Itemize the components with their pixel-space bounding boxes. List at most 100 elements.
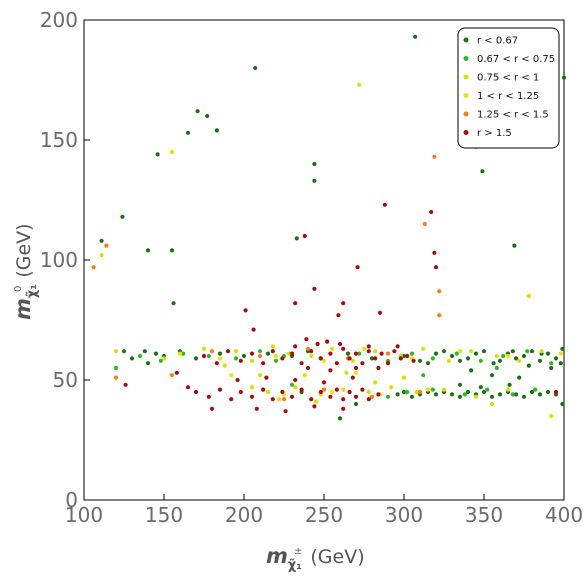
data-point: [341, 406, 346, 411]
data-point: [257, 373, 263, 378]
data-point: [233, 349, 239, 354]
data-point: [302, 373, 307, 378]
y-axis-title-sub: χ̃₁: [25, 284, 40, 298]
legend: r < 0.67 0.67 < r < 0.75 0.75 < r < 1 1 < r…: [457, 27, 560, 149]
data-point: [177, 351, 183, 356]
data-point: [355, 265, 360, 270]
data-point: [545, 351, 551, 356]
data-point: [485, 387, 490, 392]
data-point: [361, 346, 367, 351]
data-point: [336, 313, 341, 318]
data-point: [549, 413, 554, 419]
data-point: [225, 349, 231, 354]
data-point: [238, 389, 243, 395]
data-point: [457, 394, 463, 399]
data-point: [360, 387, 365, 392]
data-point: [353, 370, 359, 375]
data-point: [185, 130, 191, 135]
data-point: [473, 394, 479, 399]
x-tick-label: 400: [545, 503, 583, 527]
data-point: [229, 373, 234, 378]
data-point: [222, 363, 227, 368]
data-point: [209, 406, 215, 411]
x-tick-label: 350: [465, 503, 503, 527]
data-point: [214, 361, 219, 366]
data-point: [277, 397, 282, 402]
data-point: [553, 356, 559, 361]
data-point: [521, 353, 527, 359]
data-point: [385, 394, 391, 399]
data-point: [270, 397, 275, 402]
data-point: [305, 346, 311, 351]
data-point: [169, 149, 175, 155]
data-point: [353, 365, 359, 371]
data-point: [480, 169, 485, 174]
data-point: [457, 349, 463, 354]
svg-text:mχ̃₁±(GeV): mχ̃₁± (GeV): [266, 544, 365, 573]
data-point: [299, 361, 304, 366]
legend-swatch: [463, 130, 469, 135]
data-point: [347, 356, 352, 361]
data-point: [491, 361, 496, 366]
data-point: [414, 389, 419, 395]
data-point: [229, 397, 234, 402]
data-point: [142, 349, 147, 354]
data-point: [309, 353, 314, 359]
data-point: [421, 346, 426, 351]
data-point: [341, 346, 346, 351]
data-point: [99, 253, 104, 258]
data-point: [337, 416, 343, 421]
data-point: [513, 356, 519, 361]
data-point: [195, 109, 200, 114]
data-point: [206, 353, 211, 359]
data-point: [517, 358, 522, 363]
data-point: [91, 265, 96, 270]
data-point: [205, 113, 210, 119]
data-point: [437, 313, 442, 318]
x-axis-title-unit: (GeV): [310, 546, 364, 568]
data-point: [344, 370, 349, 375]
data-point: [293, 344, 298, 349]
data-point: [401, 389, 407, 395]
data-point: [379, 351, 384, 356]
data-point: [454, 351, 459, 356]
data-point: [113, 365, 119, 371]
data-point: [489, 373, 495, 378]
y-tick-label: 100: [40, 248, 78, 272]
data-point: [104, 243, 109, 248]
data-point: [405, 389, 410, 395]
y-tick-label: 200: [40, 8, 78, 32]
data-point: [469, 368, 474, 373]
data-point: [433, 392, 439, 397]
data-point: [249, 385, 255, 390]
data-point: [253, 65, 258, 71]
data-point: [318, 389, 323, 395]
data-point: [413, 34, 418, 39]
legend-swatch: [463, 74, 469, 80]
data-point: [478, 385, 483, 390]
data-point: [549, 361, 554, 366]
data-point: [153, 351, 159, 356]
data-point: [328, 351, 333, 356]
data-point: [432, 250, 437, 255]
data-point: [304, 337, 309, 342]
data-point: [217, 356, 223, 361]
data-point: [437, 289, 442, 294]
data-point: [481, 389, 487, 395]
data-point: [449, 392, 455, 397]
legend-label: r > 1.5: [477, 128, 512, 139]
data-point: [350, 358, 355, 363]
data-point: [521, 394, 527, 399]
data-point: [366, 389, 371, 395]
data-point: [169, 373, 175, 378]
data-point: [430, 356, 435, 361]
data-point: [270, 344, 275, 349]
data-point: [233, 356, 239, 361]
data-point: [369, 356, 375, 361]
data-point: [217, 387, 223, 392]
data-point: [217, 351, 223, 356]
x-tick-label: 200: [225, 503, 263, 527]
data-point: [137, 353, 143, 359]
data-point: [513, 392, 519, 397]
